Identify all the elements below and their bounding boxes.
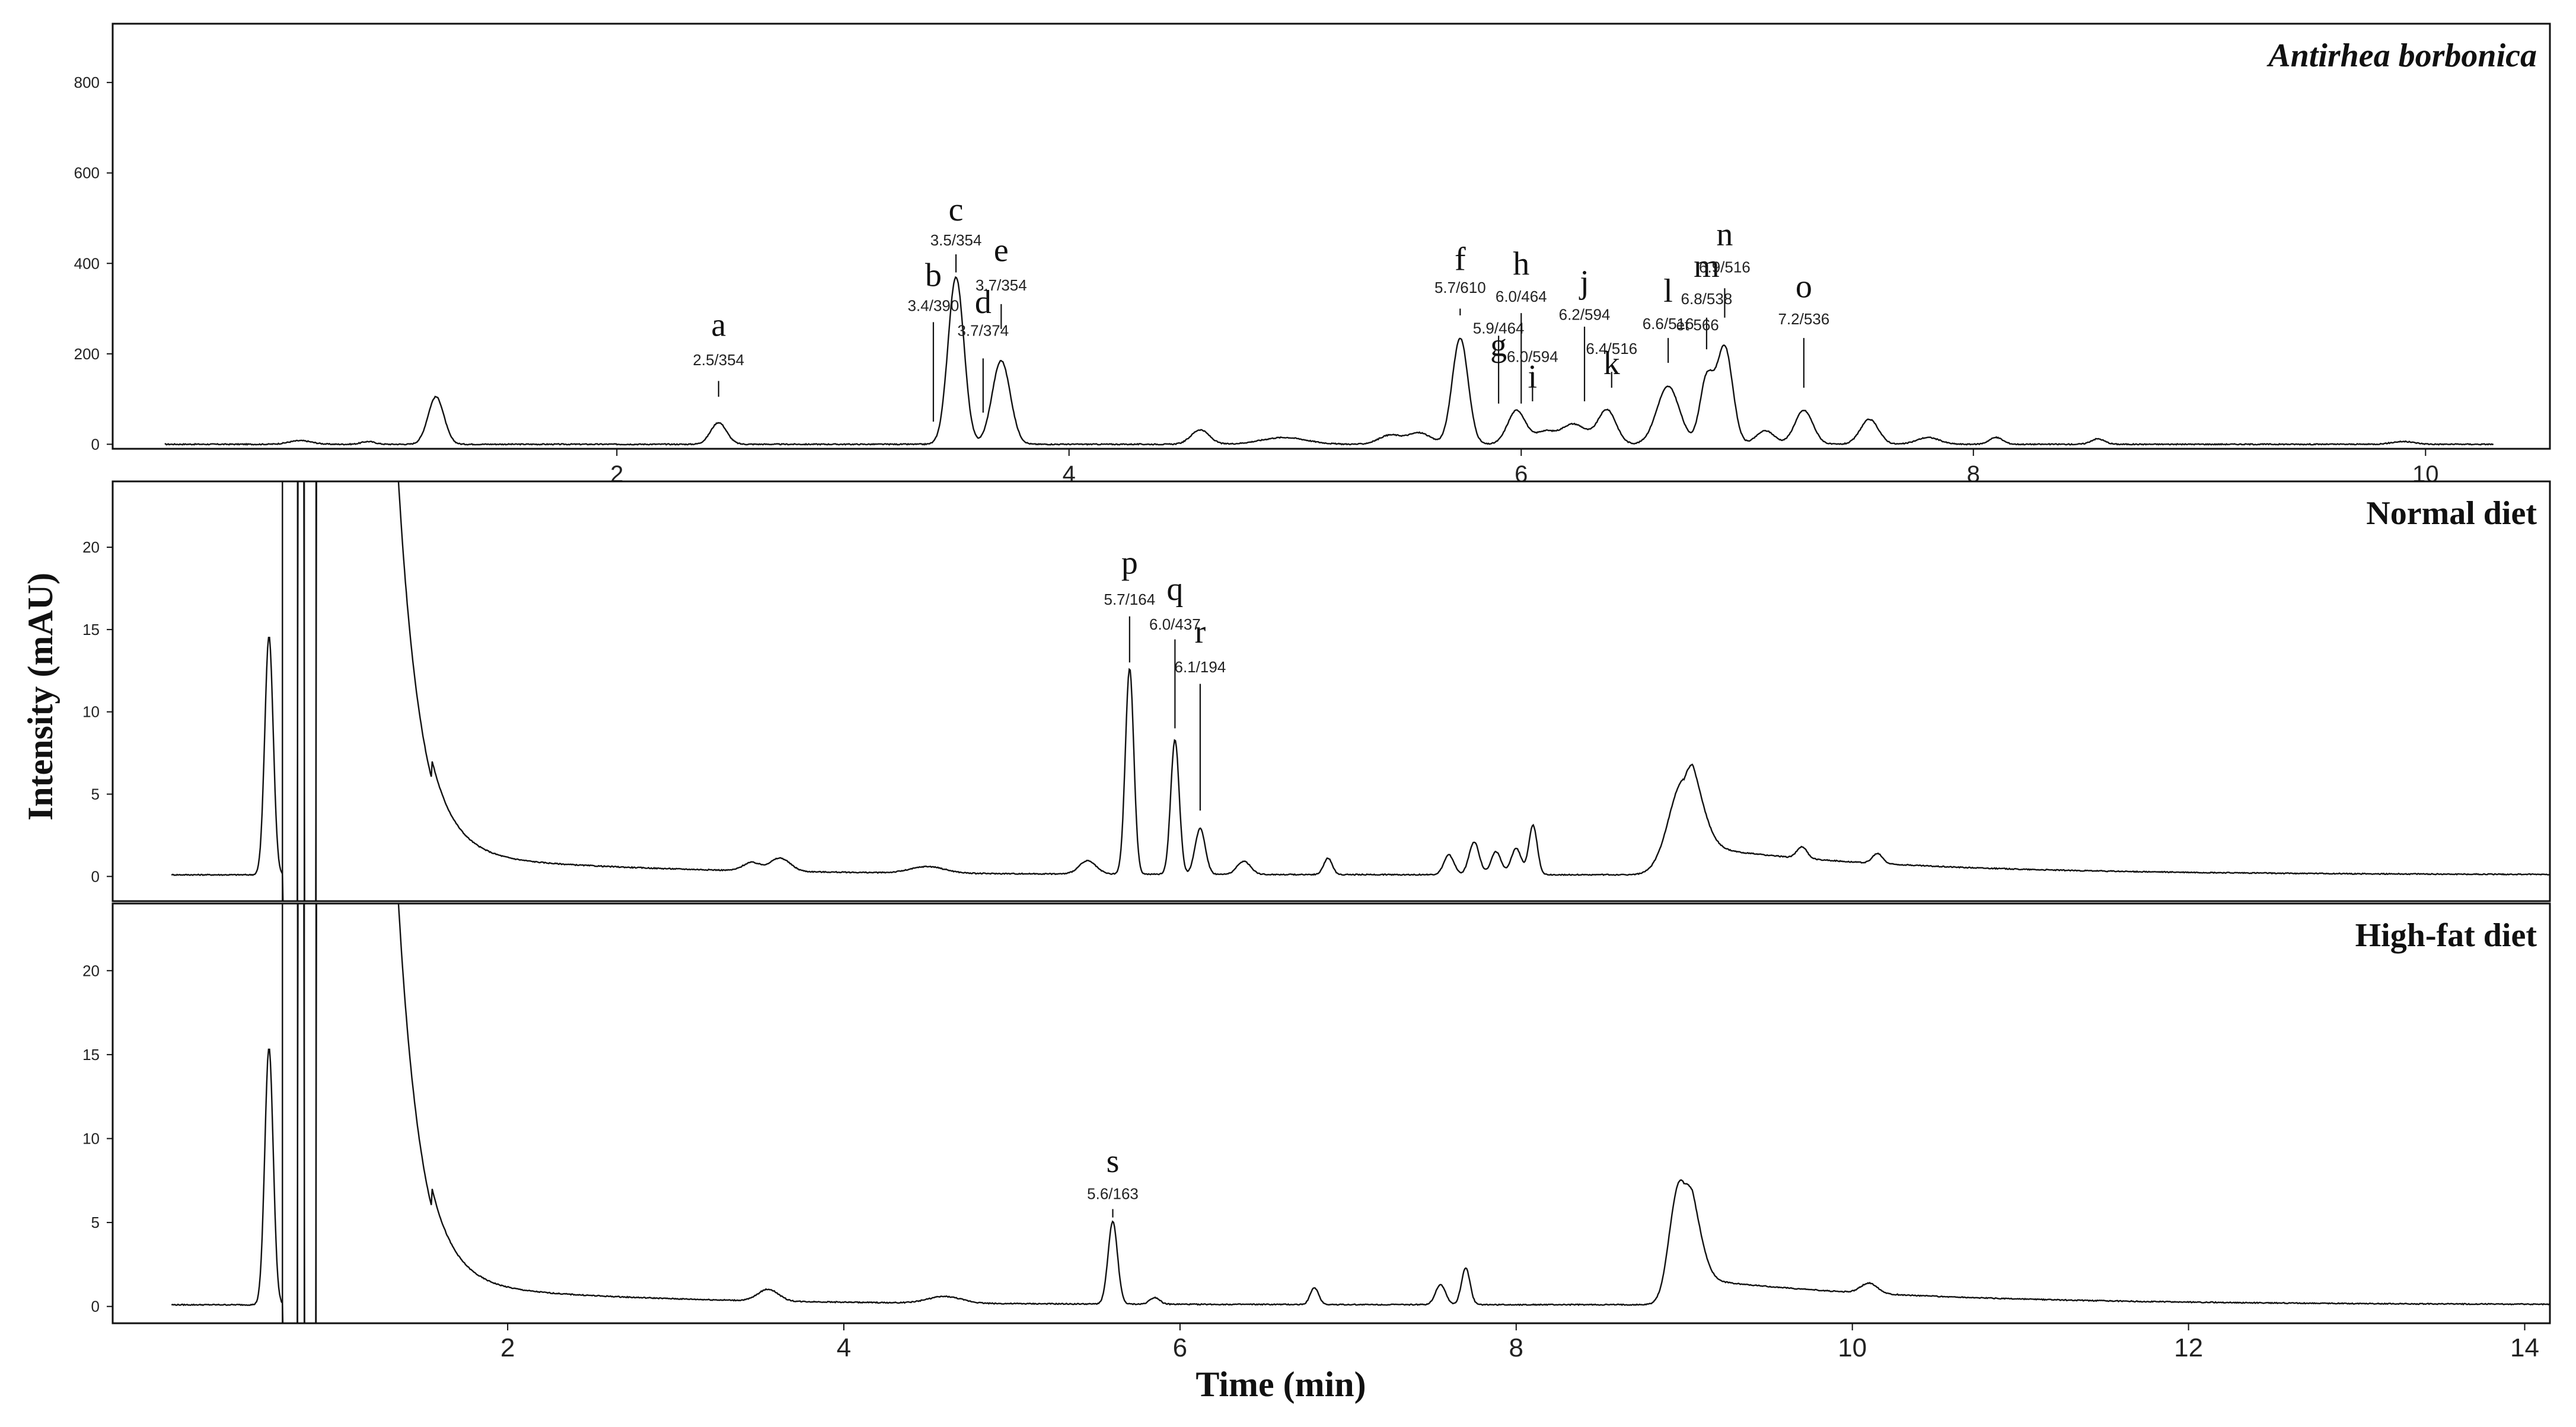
panel-high-fat-diet: 0 5 10 15 20 2 4 6 8 10 12 14 High-fat diet 5.6/163 s <box>82 902 2551 1362</box>
panel-title: High-fat diet <box>2355 917 2537 954</box>
peak-letter-label: c <box>949 191 964 228</box>
peak-info-label: 3.7/374 <box>957 321 1009 339</box>
peak-info-label: 6.6/516 <box>1643 315 1694 333</box>
peak-info-label: 2.5/354 <box>693 351 744 369</box>
chromatogram-trace <box>164 276 2494 446</box>
y-tick-label: 5 <box>91 1214 100 1231</box>
peak-letter-label: k <box>1603 345 1620 382</box>
y-tick-label: 800 <box>74 74 100 91</box>
panel-title: Antirhea borbonica <box>2266 37 2537 74</box>
peak-letter-label: b <box>925 257 942 293</box>
y-tick-label: 20 <box>82 962 100 979</box>
x-tick-label: 10 <box>1838 1333 1867 1362</box>
x-tick-label: 2 <box>610 461 623 487</box>
x-axis-title: Time (min) <box>1195 1365 1366 1404</box>
y-tick-label: 15 <box>82 621 100 639</box>
peak-letter-label: i <box>1528 359 1538 395</box>
y-tick-label: 400 <box>74 254 100 272</box>
x-tick-label: 4 <box>1063 461 1076 487</box>
panel-antirhea-borbonica: 0 200 400 600 800 2 4 6 8 10 Antirhea borbonica 2.5… <box>74 23 2551 487</box>
peak-info-label: 6.2/594 <box>1559 306 1611 324</box>
peak-info-label: 3.7/354 <box>975 276 1027 294</box>
peak-letter-label: q <box>1166 571 1183 608</box>
chromatogram-trace <box>171 481 2550 901</box>
panel-normal-diet: 0 5 10 15 20 Normal diet 5.7/164 p 6.0/437 q 6.1/1… <box>82 480 2551 902</box>
y-tick-label: 20 <box>82 538 100 556</box>
x-tick-label: 8 <box>1509 1333 1523 1362</box>
peak-info-label: 6.0/464 <box>1496 288 1547 305</box>
peak-letter-label: j <box>1579 264 1589 301</box>
peak-letter-label: r <box>1195 614 1206 650</box>
plot-frame <box>111 902 2551 1324</box>
y-axis-title: Intensity (mAU) <box>21 573 60 821</box>
peak-letter-label: e <box>994 232 1009 269</box>
y-tick-label: 5 <box>91 786 100 803</box>
peak-info-label: 6.0/437 <box>1149 615 1201 633</box>
y-tick-label: 0 <box>91 435 100 453</box>
peak-info-label: 6.4/516 <box>1586 340 1637 357</box>
peak-info-label: 5.9/464 <box>1473 319 1525 337</box>
x-tick-label: 6 <box>1515 461 1528 487</box>
peak-info-label: 6.9/516 <box>1699 258 1751 276</box>
y-tick-label: 200 <box>74 345 100 363</box>
peak-letter-label: f <box>1455 241 1466 278</box>
x-tick-label: 14 <box>2510 1333 2539 1362</box>
plot-frame <box>111 480 2551 902</box>
panel-title: Normal diet <box>2366 495 2537 532</box>
peak-letter-label: o <box>1796 268 1812 305</box>
plot-frame <box>111 23 2551 450</box>
peak-info-label: 5.7/610 <box>1434 279 1486 296</box>
peak-letter-label: h <box>1513 245 1529 282</box>
x-tick-label: 4 <box>837 1333 851 1362</box>
y-tick-label: 10 <box>82 703 100 721</box>
peak-info-label: 6.1/194 <box>1175 658 1226 676</box>
y-tick-label: 10 <box>82 1129 100 1147</box>
peak-letter-label: l <box>1663 273 1673 309</box>
x-tick-label: 10 <box>2412 461 2439 487</box>
peak-letter-label: a <box>711 307 726 343</box>
peak-info-label: 5.7/164 <box>1104 590 1155 608</box>
peak-letter-label: d <box>975 284 991 321</box>
peak-info-label: 3.4/390 <box>908 296 959 314</box>
peak-info-label: 7.2/536 <box>1778 310 1829 328</box>
y-tick-label: 15 <box>82 1046 100 1064</box>
peak-letter-label: m <box>1694 248 1720 285</box>
x-tick-label: 12 <box>2174 1333 2203 1362</box>
y-tick-label: 0 <box>91 867 100 885</box>
peak-info-label: 6.0/594 <box>1507 348 1558 366</box>
x-tick-label: 8 <box>1967 461 1980 487</box>
peak-info-label: 3.5/354 <box>930 231 982 249</box>
peak-letter-label: g <box>1490 327 1507 364</box>
chromatogram-trace <box>171 904 2550 1323</box>
y-tick-label: 600 <box>74 164 100 182</box>
peak-info-label: 6.8/538 <box>1681 290 1733 308</box>
peak-letter-label: s <box>1107 1143 1120 1180</box>
peak-letter-label: n <box>1716 216 1733 253</box>
peak-letter-label: p <box>1121 544 1138 581</box>
peak-info-label: 5.6/163 <box>1087 1185 1139 1202</box>
peak-info-label: et 566 <box>1676 316 1719 334</box>
x-tick-label: 6 <box>1173 1333 1187 1362</box>
x-tick-label: 2 <box>500 1333 515 1362</box>
y-tick-label: 0 <box>91 1298 100 1316</box>
